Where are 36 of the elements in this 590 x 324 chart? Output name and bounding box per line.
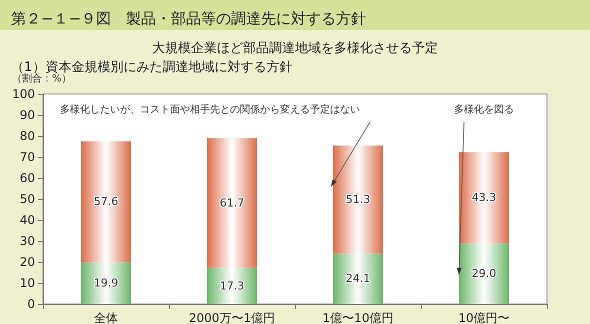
- y-tick-label: 50: [20, 192, 35, 206]
- bar: [333, 146, 383, 254]
- y-axis-title: （割合：%）: [12, 72, 72, 84]
- bar: [81, 141, 131, 262]
- bar: [81, 262, 131, 304]
- y-tick-label: 30: [20, 234, 35, 248]
- bar: [207, 268, 257, 304]
- bar: [459, 152, 509, 244]
- data-label: 24.1: [346, 272, 370, 286]
- y-tick-label: 70: [20, 150, 35, 164]
- data-label: 43.3: [472, 191, 496, 204]
- x-tick-label: 1億〜10億円: [322, 311, 394, 324]
- x-tick-label: 2000万〜1億円: [188, 311, 276, 324]
- chart-subtitle: 大規模企業ほど部品調達地域を多様化させる予定: [152, 41, 438, 56]
- data-label: 29.0: [472, 267, 496, 280]
- chart-title: 第２−１−９図 製品・部品等の調達先に対する方針: [11, 10, 366, 28]
- y-tick-label: 0: [27, 297, 35, 311]
- y-tick-label: 20: [20, 255, 35, 269]
- x-tick-label: 全体: [94, 311, 118, 324]
- y-tick-label: 10: [20, 276, 35, 290]
- data-label: 17.3: [220, 279, 244, 292]
- data-label: 57.6: [94, 195, 118, 208]
- bar: [207, 138, 257, 268]
- bar: [333, 253, 383, 304]
- y-tick-label: 80: [20, 129, 35, 143]
- text: 多様化を図る: [454, 104, 514, 116]
- y-tick-label: 90: [20, 108, 35, 122]
- x-tick-label: 10億円〜: [458, 311, 510, 324]
- data-label: 51.3: [346, 193, 370, 206]
- bar: [459, 243, 509, 304]
- data-label: 19.9: [94, 276, 118, 290]
- y-tick-label: 100: [12, 87, 35, 101]
- y-tick-label: 40: [20, 213, 35, 227]
- y-tick-label: 60: [20, 171, 35, 185]
- text: 多様化したいが、コスト面や相手先との関係から変える予定はない: [60, 104, 360, 116]
- data-label: 61.7: [220, 196, 244, 210]
